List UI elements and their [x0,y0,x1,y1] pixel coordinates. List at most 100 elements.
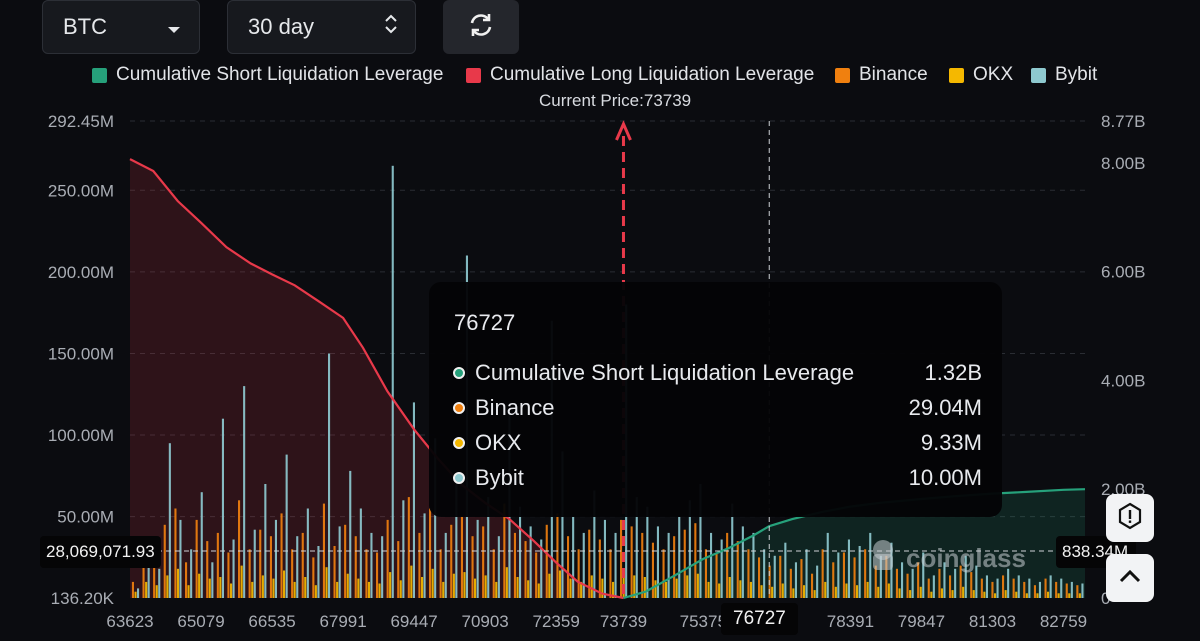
bar-binance [662,549,665,598]
bar-bybit [444,532,447,598]
bar-binance [460,516,463,598]
bar-bybit [1007,568,1010,598]
bar-okx [208,578,211,598]
bar-bybit [784,542,787,598]
bar-bybit [476,519,479,598]
bar-bybit [253,529,256,598]
x-tick-label: 67991 [319,612,366,631]
x-tick-label: 72359 [533,612,580,631]
bar-binance [269,536,272,598]
legend-item-long[interactable]: Cumulative Long Liquidation Leverage [466,64,814,86]
bar-bybit [731,503,734,598]
long-liquidation-line [129,158,624,600]
bar-binance [736,541,739,598]
bar-bybit [179,519,182,598]
bar-binance [715,552,718,598]
tooltip-dot [453,472,465,484]
bar-binance [376,552,379,598]
legend-item-okx[interactable]: OKX [949,64,1013,86]
bar-bybit [932,575,935,598]
bar-binance [853,557,856,598]
tooltip-label: Bybit [475,465,524,490]
bar-binance [577,549,580,598]
bar-okx [866,581,869,598]
x-tick-label: 78391 [827,612,874,631]
bar-okx [771,586,774,598]
bar-bybit [391,165,394,599]
bar-bybit [285,454,288,598]
bar-bybit [699,484,702,598]
current-price-label: Current Price:73739 [539,91,692,110]
bar-binance [832,562,835,598]
legend-label: Cumulative Long Liquidation Leverage [490,64,815,85]
bar-okx [1036,593,1039,598]
legend-swatch [466,67,481,83]
bar-okx [155,585,158,598]
bar-binance [556,513,559,598]
bar-okx [909,590,912,598]
y-right-tick-label: 6.00B [1101,263,1145,282]
bar-okx [346,573,349,598]
bar-bybit [402,500,405,598]
y-left-tick-label: 200.00M [48,263,114,282]
bar-okx [325,567,328,598]
tooltip-row: Cumulative Short Liquidation Leverage 1.… [452,360,982,388]
tooltip-value: 10.00M [908,465,982,490]
legend-item-bybit[interactable]: Bybit [1031,64,1097,86]
bar-okx [389,572,392,598]
bar-bybit [794,562,797,598]
bar-binance [927,578,930,598]
alert-button[interactable] [1106,494,1154,542]
bar-bybit [328,353,331,598]
tooltip-label: Binance [475,395,555,420]
bar-okx [951,590,954,598]
bar-binance [758,557,761,598]
bar-binance [482,526,485,598]
bar-bybit [147,555,150,598]
bar-binance [673,536,676,598]
bar-bybit [497,536,500,598]
chart-tooltip: 76727 Cumulative Short Liquidation Lever… [429,282,1002,517]
tooltip-value: 9.33M [920,430,982,455]
bar-bybit [296,536,299,598]
coin-select-value: BTC [63,14,107,39]
bar-okx [803,585,806,598]
bar-bybit [232,539,235,598]
bar-okx [1025,593,1028,598]
bar-okx [527,580,530,598]
bar-okx [1015,591,1018,598]
bar-bybit [190,549,193,598]
current-price-arrow [615,120,632,141]
bar-binance [418,532,421,598]
refresh-button[interactable] [443,0,519,54]
bar-binance [216,532,219,598]
y-right-tick-label: 8.77B [1101,112,1145,131]
period-select[interactable]: 30 day [227,0,416,54]
bar-bybit [243,386,246,598]
scroll-to-top-button[interactable] [1106,554,1154,602]
legend-item-short[interactable]: Cumulative Short Liquidation Leverage [92,64,443,86]
bar-binance [142,549,145,598]
bar-binance [991,581,994,598]
bar-bybit [487,497,490,598]
legend-item-binance[interactable]: Binance [835,64,928,86]
bar-okx [293,581,296,598]
bar-okx [442,581,445,598]
bar-bybit [1017,575,1020,598]
bar-binance [291,549,294,598]
coin-select[interactable]: BTC [42,0,200,54]
bar-okx [378,583,381,598]
x-tick-label: 65079 [177,612,224,631]
x-tick-label: 66535 [248,612,295,631]
bar-bybit [561,451,564,598]
bar-binance [513,532,516,598]
bar-okx [410,565,413,598]
x-tick-label: 69447 [390,612,437,631]
bar-okx [145,581,148,598]
bar-binance [588,529,591,598]
bar-okx [919,586,922,598]
bar-binance [620,519,623,598]
bar-bybit [635,497,638,598]
bar-bybit [847,539,850,598]
bar-binance [842,552,845,598]
